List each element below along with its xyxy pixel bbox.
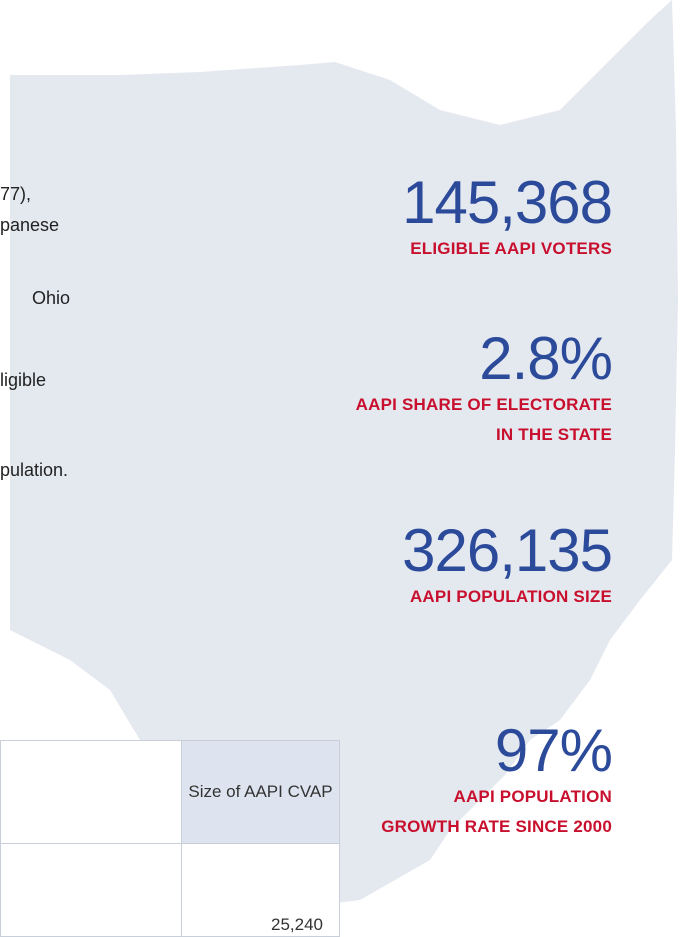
text-fragment: ligible <box>0 370 47 390</box>
stat-value: 145,368 <box>402 169 613 236</box>
stat: 145,368 ELIGIBLE AAPI VOTERS <box>402 169 613 264</box>
header-cell: Size of AAPI CVAP <box>181 740 340 844</box>
stat-label: AAPI POPULATION <box>453 787 612 806</box>
text-fragment: panese <box>0 215 60 235</box>
table-cell <box>0 740 182 844</box>
stat: 2.8% AAPI SHARE OF ELECTORATE IN THE STATE <box>355 325 613 450</box>
stat: 97% AAPI POPULATION GROWTH RATE SINCE 2000 <box>381 717 613 842</box>
stat-value: 97% <box>494 717 613 784</box>
ohio-shape <box>10 0 678 905</box>
stat-label: AAPI SHARE OF ELECTORATE <box>355 395 612 414</box>
table: Size of AAPI CVAP 25,240 <box>0 740 340 937</box>
text-fragment: Ohio <box>32 288 71 308</box>
text-fragment: pulation. <box>0 460 69 480</box>
stat-label: GROWTH RATE SINCE 2000 <box>381 817 612 836</box>
table-row: 25,240 <box>0 843 340 937</box>
table-header: Size of AAPI CVAP <box>0 740 340 844</box>
table-cell <box>0 843 182 937</box>
table-cell: 25,240 <box>181 843 340 937</box>
stat: 326,135 AAPI POPULATION SIZE <box>402 517 613 612</box>
stat-value: 326,135 <box>402 517 613 584</box>
stat-label: AAPI POPULATION SIZE <box>409 587 612 606</box>
stat-label: IN THE STATE <box>495 425 612 444</box>
text-fragment: 77), <box>0 184 32 204</box>
stat-label: ELIGIBLE AAPI VOTERS <box>410 239 612 258</box>
stat-value: 2.8% <box>479 325 613 392</box>
